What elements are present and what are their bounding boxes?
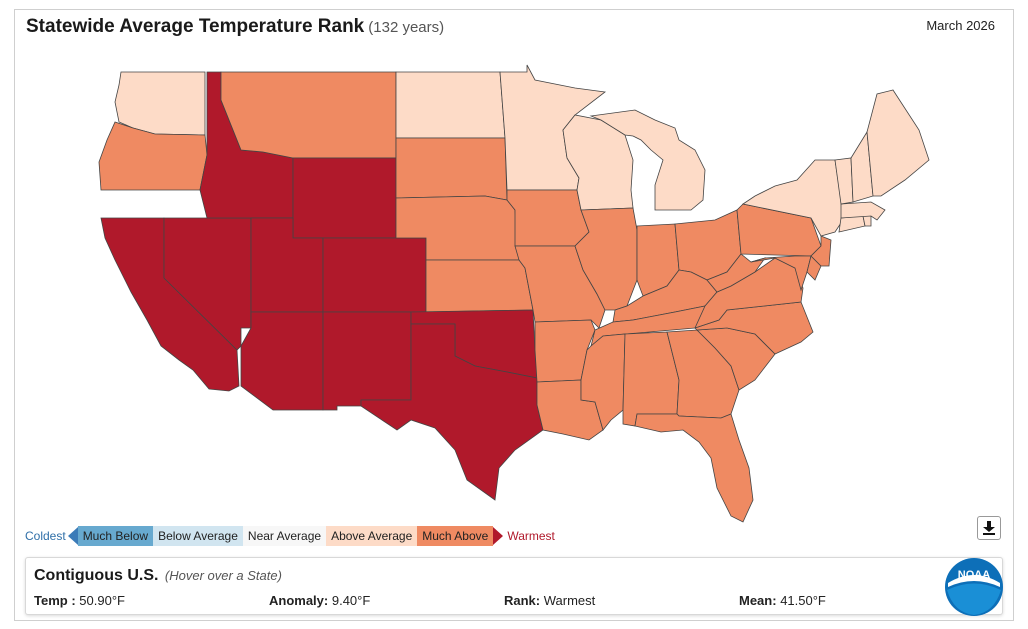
mean-label: Mean: [739, 593, 777, 608]
state-nd[interactable] [395, 71, 506, 139]
legend-above-average: Above Average [326, 526, 418, 546]
region-name: Contiguous U.S. [34, 567, 159, 584]
state-il[interactable] [574, 207, 638, 311]
legend-much-above: Much Above [417, 526, 494, 546]
page-title: Statewide Average Temperature Rank (132 y… [26, 16, 444, 38]
legend-coldest: Coldest [25, 529, 66, 543]
state-ms[interactable] [580, 333, 626, 431]
rank-value: Warmest [543, 593, 596, 608]
noaa-logo: NOAA [945, 558, 1003, 616]
anomaly-value: 9.40°F [331, 593, 371, 608]
state-tx[interactable] [360, 323, 544, 501]
mean-stat: Mean: 41.50°F [739, 593, 826, 608]
state-mi[interactable] [589, 109, 706, 211]
state-nj[interactable] [810, 235, 832, 267]
temp-label: Temp : [34, 593, 76, 608]
map-card: Statewide Average Temperature Rank (132 y… [14, 9, 1014, 621]
rank-label: Rank: [504, 593, 541, 608]
state-wy[interactable] [292, 157, 397, 239]
download-button[interactable] [977, 516, 1001, 540]
legend-near-average: Near Average [242, 526, 327, 546]
state-ks[interactable] [425, 259, 534, 313]
legend-warmest: Warmest [507, 529, 555, 543]
mean-value: 41.50°F [780, 593, 826, 608]
state-nm[interactable] [322, 311, 412, 411]
years-subtitle: (132 years) [368, 19, 445, 36]
state-fl[interactable] [634, 413, 754, 523]
title-text: Statewide Average Temperature Rank [26, 16, 365, 37]
state-ma[interactable] [840, 201, 886, 221]
region-title: Contiguous U.S. (Hover over a State) [34, 567, 282, 585]
state-az[interactable] [240, 311, 324, 411]
temp-stat: Temp : 50.90°F [34, 593, 125, 608]
legend-warmest-arrow [493, 527, 504, 545]
state-co[interactable] [322, 237, 427, 313]
legend: Coldest Much Below Below Average Near Av… [25, 526, 557, 546]
state-wi[interactable] [562, 114, 634, 211]
legend-below-average: Below Average [153, 526, 243, 546]
state-ia[interactable] [506, 189, 590, 247]
us-state-map [98, 64, 930, 523]
period-label: March 2026 [926, 18, 995, 33]
state-sd[interactable] [395, 137, 508, 201]
rank-stat: Rank: Warmest [504, 593, 595, 608]
temp-value: 50.90°F [79, 593, 125, 608]
info-panel: Contiguous U.S. (Hover over a State) Tem… [25, 557, 1003, 615]
download-icon [983, 521, 995, 535]
anomaly-label: Anomaly: [269, 593, 329, 608]
state-me[interactable] [866, 89, 930, 197]
state-mt[interactable] [220, 71, 397, 159]
noaa-logo-text: NOAA [958, 569, 990, 581]
legend-much-below: Much Below [77, 526, 154, 546]
anomaly-stat: Anomaly: 9.40°F [269, 593, 370, 608]
hover-hint: (Hover over a State) [164, 568, 282, 583]
legend-coldest-arrow [67, 527, 78, 545]
state-wa[interactable] [114, 71, 206, 136]
state-ct[interactable] [838, 215, 866, 233]
